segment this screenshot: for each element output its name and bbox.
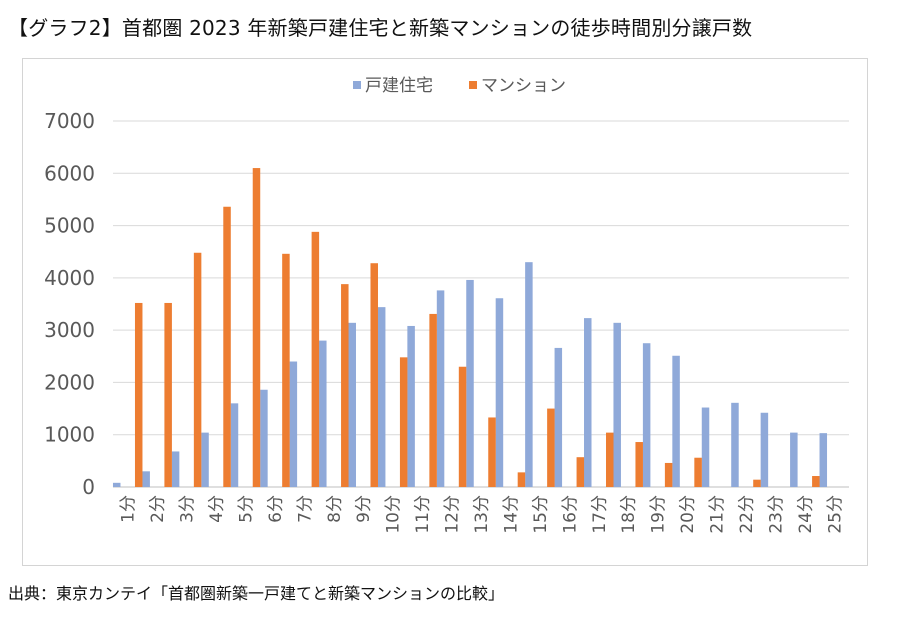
- x-tick-label: 15分: [531, 495, 551, 534]
- bar-condominium-6: [282, 253, 290, 487]
- bar-condominium-17: [606, 432, 614, 487]
- bar-condominium-18: [635, 442, 643, 487]
- bar-detached-house-17: [584, 318, 592, 487]
- bar-detached-house-20: [672, 355, 680, 487]
- x-tick-label: 7分: [295, 495, 315, 523]
- bar-detached-house-22: [731, 402, 739, 487]
- bar-detached-house-24: [790, 432, 798, 487]
- x-tick-label: 10分: [384, 495, 404, 534]
- y-tick-label: 6000: [44, 161, 95, 185]
- bar-detached-house-19: [642, 343, 651, 487]
- bar-condominium-10: [399, 357, 408, 487]
- legend-swatch-detached-house: [353, 81, 361, 89]
- x-tick-label: 8分: [325, 495, 345, 523]
- x-tick-label: 14分: [501, 495, 521, 534]
- y-tick-label: 2000: [44, 370, 95, 394]
- bar-detached-house-16: [554, 347, 563, 487]
- bar-detached-house-12: [436, 290, 445, 487]
- bar-condominium-16: [576, 457, 585, 487]
- bar-detached-house-25: [819, 433, 828, 487]
- y-tick-label: 5000: [44, 214, 95, 238]
- bar-detached-house-9: [348, 322, 356, 487]
- bar-condominium-1: [134, 302, 143, 487]
- bar-condominium-12: [458, 366, 467, 487]
- legend-label-detached-house: 戸建住宅: [365, 76, 433, 96]
- bar-condominium-24: [812, 476, 820, 487]
- x-tick-label: 16分: [560, 495, 580, 534]
- y-tick-label: 3000: [44, 318, 95, 342]
- bar-detached-house-8: [319, 340, 327, 487]
- y-tick-label: 1000: [44, 423, 95, 447]
- bar-detached-house-10: [377, 307, 386, 487]
- bar-detached-house-2: [142, 471, 150, 487]
- x-tick-label: 1分: [119, 495, 139, 523]
- bar-condominium-8: [341, 284, 349, 487]
- legend-swatch-condominium: [469, 81, 477, 89]
- x-tick-label: 22分: [737, 495, 757, 534]
- x-tick-label: 20分: [678, 495, 698, 534]
- x-tick-label: 4分: [207, 495, 227, 523]
- x-tick-label: 18分: [619, 495, 639, 534]
- bar-detached-house-7: [289, 361, 298, 487]
- x-tick-label: 13分: [472, 495, 492, 534]
- bar-condominium-2: [164, 302, 172, 487]
- bar-detached-house-15: [525, 262, 533, 487]
- x-tick-label: 2分: [148, 495, 168, 523]
- x-tick-label: 9分: [354, 495, 374, 523]
- x-tick-label: 19分: [649, 495, 669, 534]
- legend-label-condominium: マンション: [481, 76, 566, 96]
- bar-detached-house-11: [407, 325, 415, 487]
- bar-condominium-22: [753, 479, 761, 487]
- x-tick-label: 5分: [236, 495, 256, 523]
- x-tick-label: 25分: [825, 495, 845, 534]
- bar-detached-house-6: [260, 389, 268, 487]
- bar-condominium-9: [370, 263, 378, 487]
- bar-condominium-15: [547, 408, 555, 487]
- bar-detached-house-13: [466, 279, 474, 487]
- bar-condominium-14: [517, 472, 526, 487]
- bar-detached-house-18: [613, 322, 621, 487]
- x-tick-label: 21分: [708, 495, 728, 534]
- bar-detached-house-14: [495, 298, 504, 487]
- bar-condominium-5: [252, 168, 261, 488]
- bar-detached-house-1: [112, 482, 121, 487]
- x-tick-label: 12分: [443, 495, 463, 534]
- bar-condominium-7: [311, 231, 320, 487]
- bar-detached-house-21: [701, 407, 710, 487]
- y-tick-label: 7000: [44, 109, 95, 133]
- bar-condominium-13: [488, 417, 496, 487]
- y-tick-label: 0: [82, 475, 95, 499]
- x-tick-label: 23分: [766, 495, 786, 534]
- x-tick-label: 11分: [413, 495, 433, 534]
- bar-condominium-19: [664, 462, 673, 487]
- x-tick-label: 6分: [266, 495, 286, 523]
- chart-title: 【グラフ2】首都圏 2023 年新築戸建住宅と新築マンションの徒歩時間別分譲戸数: [8, 16, 753, 40]
- x-tick-label: 24分: [796, 495, 816, 534]
- bar-condominium-11: [429, 313, 437, 487]
- source-note: 出典：東京カンテイ「首都圏新築一戸建てと新築マンションの比較」: [8, 584, 505, 603]
- x-tick-label: 17分: [590, 495, 610, 534]
- bar-chart: 0 1000 2000 3000 4000 5000 6000 7000 1分 2分 3分 4分 5分 6…: [44, 76, 849, 534]
- bar-condominium-3: [193, 252, 202, 487]
- bar-detached-house-5: [230, 403, 239, 487]
- bar-detached-house-3: [171, 451, 180, 487]
- bar-detached-house-23: [760, 412, 769, 487]
- bar-condominium-20: [694, 457, 702, 487]
- x-tick-label: 3分: [178, 495, 198, 523]
- bar-detached-house-4: [201, 432, 209, 487]
- chart-area: 0 1000 2000 3000 4000 5000 6000 7000 1分 2分 3分 4分 5分 6…: [22, 58, 868, 566]
- bar-condominium-4: [223, 206, 231, 487]
- y-tick-label: 4000: [44, 266, 95, 290]
